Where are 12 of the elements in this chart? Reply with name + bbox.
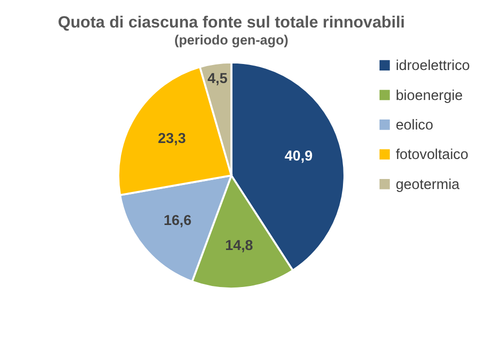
chart-title: Quota di ciascuna fonte sul totale rinnovabili	[58, 13, 405, 32]
data-label: 4,5	[208, 70, 228, 87]
chart-subtitle: (periodo gen-ago)	[174, 32, 288, 48]
legend-label: bioenergie	[396, 88, 463, 104]
data-label: 40,9	[284, 148, 313, 164]
legend-label: idroelettrico	[396, 58, 470, 74]
legend-label: eolico	[396, 117, 434, 134]
legend-label: fotovoltaico	[396, 147, 468, 164]
data-label: 23,3	[158, 131, 186, 148]
data-label: 14,8	[225, 238, 254, 254]
data-label: 16,6	[164, 213, 192, 230]
legend-label: geotermia	[396, 176, 460, 193]
